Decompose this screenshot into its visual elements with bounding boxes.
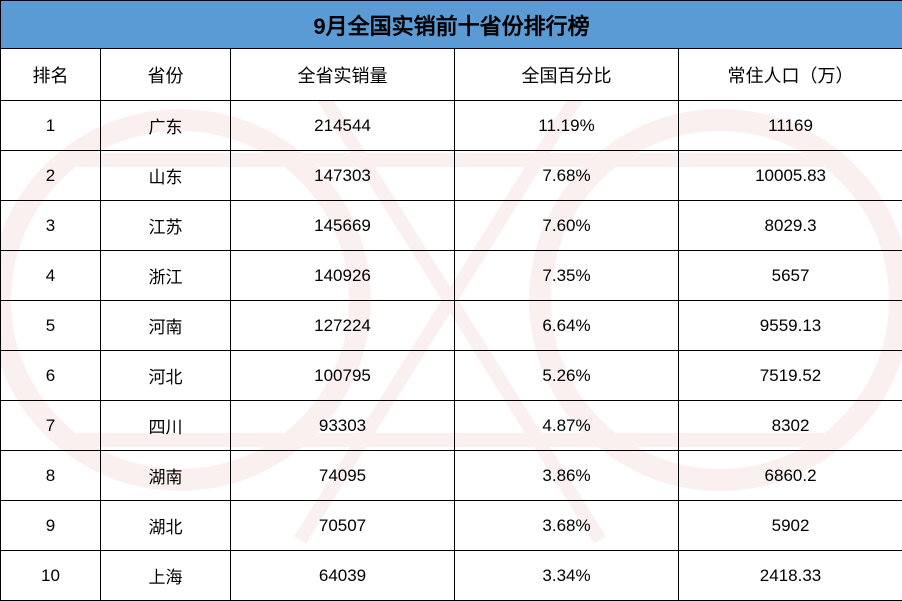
table-cell: 147303	[231, 151, 455, 201]
table-cell: 8302	[679, 401, 902, 451]
table-cell: 3.68%	[455, 501, 679, 551]
table-cell: 8029.3	[679, 201, 902, 251]
table-cell: 5902	[679, 501, 902, 551]
table-cell: 上海	[101, 551, 231, 601]
table-row: 3江苏1456697.60%8029.3	[1, 201, 902, 251]
table-cell: 100795	[231, 351, 455, 401]
col-percent: 全国百分比	[455, 49, 679, 101]
table-cell: 140926	[231, 251, 455, 301]
table-cell: 2418.33	[679, 551, 902, 601]
table-cell: 7519.52	[679, 351, 902, 401]
table-cell: 湖北	[101, 501, 231, 551]
table-cell: 河北	[101, 351, 231, 401]
table-cell: 3.34%	[455, 551, 679, 601]
table-cell: 4	[1, 251, 101, 301]
table-cell: 河南	[101, 301, 231, 351]
table-cell: 江苏	[101, 201, 231, 251]
col-province: 省份	[101, 49, 231, 101]
table-cell: 6.64%	[455, 301, 679, 351]
table-cell: 127224	[231, 301, 455, 351]
table-cell: 7	[1, 401, 101, 451]
table-row: 5河南1272246.64%9559.13	[1, 301, 902, 351]
table-body: 1广东21454411.19%111692山东1473037.68%10005.…	[1, 101, 902, 601]
col-sales: 全省实销量	[231, 49, 455, 101]
table-cell: 3	[1, 201, 101, 251]
table-cell: 7.68%	[455, 151, 679, 201]
table-cell: 浙江	[101, 251, 231, 301]
table-cell: 湖南	[101, 451, 231, 501]
table-title: 9月全国实销前十省份排行榜	[1, 1, 902, 49]
table-cell: 3.86%	[455, 451, 679, 501]
table-cell: 7.60%	[455, 201, 679, 251]
ranking-table: 9月全国实销前十省份排行榜 排名 省份 全省实销量 全国百分比 常住人口（万） …	[0, 0, 902, 601]
table-cell: 9559.13	[679, 301, 902, 351]
table-cell: 10	[1, 551, 101, 601]
ranking-table-container: 9月全国实销前十省份排行榜 排名 省份 全省实销量 全国百分比 常住人口（万） …	[0, 0, 902, 601]
table-row: 6河北1007955.26%7519.52	[1, 351, 902, 401]
table-cell: 11169	[679, 101, 902, 151]
table-cell: 4.87%	[455, 401, 679, 451]
table-cell: 10005.83	[679, 151, 902, 201]
table-cell: 11.19%	[455, 101, 679, 151]
table-cell: 2	[1, 151, 101, 201]
table-row: 8湖南740953.86%6860.2	[1, 451, 902, 501]
table-cell: 214544	[231, 101, 455, 151]
table-cell: 四川	[101, 401, 231, 451]
table-cell: 145669	[231, 201, 455, 251]
table-row: 9湖北705073.68%5902	[1, 501, 902, 551]
col-rank: 排名	[1, 49, 101, 101]
table-cell: 93303	[231, 401, 455, 451]
table-cell: 70507	[231, 501, 455, 551]
table-cell: 7.35%	[455, 251, 679, 301]
table-row: 10上海640393.34%2418.33	[1, 551, 902, 601]
table-cell: 9	[1, 501, 101, 551]
table-cell: 6860.2	[679, 451, 902, 501]
table-cell: 5657	[679, 251, 902, 301]
table-row: 1广东21454411.19%11169	[1, 101, 902, 151]
table-cell: 74095	[231, 451, 455, 501]
table-cell: 8	[1, 451, 101, 501]
table-cell: 山东	[101, 151, 231, 201]
column-header-row: 排名 省份 全省实销量 全国百分比 常住人口（万）	[1, 49, 902, 101]
table-cell: 64039	[231, 551, 455, 601]
table-row: 2山东1473037.68%10005.83	[1, 151, 902, 201]
table-cell: 6	[1, 351, 101, 401]
table-cell: 5	[1, 301, 101, 351]
table-cell: 1	[1, 101, 101, 151]
table-row: 7四川933034.87%8302	[1, 401, 902, 451]
table-cell: 广东	[101, 101, 231, 151]
table-cell: 5.26%	[455, 351, 679, 401]
table-row: 4浙江1409267.35%5657	[1, 251, 902, 301]
col-population: 常住人口（万）	[679, 49, 902, 101]
